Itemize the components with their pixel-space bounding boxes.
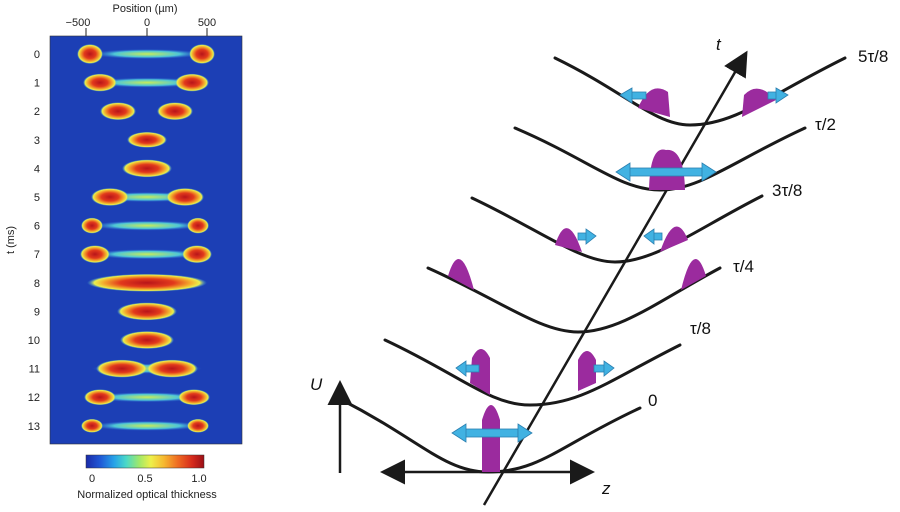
atom-cloud	[742, 88, 776, 117]
position-tick: 500	[198, 17, 216, 29]
potential-curve-tau4	[426, 266, 722, 334]
time-row-label: 2	[34, 106, 40, 118]
position-tick: 0	[144, 17, 150, 29]
time-label: 3τ/8	[772, 181, 802, 200]
colorbar	[85, 454, 205, 469]
velocity-arrow	[643, 228, 663, 245]
time-row-label: 3	[34, 135, 40, 147]
atom-cloud-image	[175, 73, 209, 92]
time-label: 5τ/8	[858, 47, 888, 66]
cloud-images	[77, 44, 215, 433]
time-row-label: 12	[28, 392, 40, 404]
potential-curve-3tau8	[470, 194, 764, 264]
atom-cloud-image	[182, 245, 212, 264]
time-row-label: 6	[34, 221, 40, 233]
time-row-label: 9	[34, 306, 40, 318]
time-row-label: 0	[34, 49, 40, 61]
time-label: 0	[648, 391, 657, 410]
absorption-image-panel: Position (µm) −500 0 500 012345678910111…	[5, 3, 243, 501]
atom-cloud-image	[117, 302, 177, 321]
time-row-label: 8	[34, 278, 40, 290]
time-label: τ/4	[733, 257, 754, 276]
atom-cloud-image	[81, 418, 103, 433]
atom-cloud-image	[187, 217, 209, 234]
u-axis-label: U	[310, 375, 323, 394]
faint-atom-band	[92, 220, 202, 231]
atom-cloud-image	[91, 188, 129, 206]
potential-curve-tau8	[383, 338, 682, 407]
position-tick: −500	[66, 17, 91, 29]
image-frame	[49, 35, 243, 445]
time-row-label: 11	[29, 364, 40, 376]
velocity-arrow	[767, 87, 789, 104]
faint-atom-band	[92, 392, 202, 403]
atom-cloud-image	[87, 273, 207, 292]
atom-cloud	[578, 351, 596, 391]
velocity-arrow	[619, 87, 647, 104]
time-row-label: 4	[34, 163, 40, 175]
faint-atom-band	[92, 77, 202, 88]
time-row-label: 13	[28, 421, 40, 433]
atom-cloud	[660, 226, 688, 252]
atom-cloud-image	[189, 44, 215, 64]
atom-cloud-image	[83, 73, 117, 92]
faint-atom-band	[92, 49, 202, 59]
atom-cloud-image	[157, 102, 193, 121]
time-row-label: 7	[34, 249, 40, 261]
atom-cloud	[482, 405, 500, 472]
atom-cloud-image	[81, 217, 103, 234]
oscillation-schematic: U z t 0 τ/8 τ/4 3τ/8 τ/2 5τ/8	[310, 35, 888, 506]
atom-cloud-image	[146, 359, 198, 378]
potential-curve-5tau8	[553, 56, 847, 127]
atom-cloud-image	[127, 131, 167, 148]
t-axis-label: t	[716, 35, 722, 54]
atom-cloud-image	[166, 188, 204, 206]
time-row-label: 1	[34, 78, 40, 90]
time-axis-title: t (ms)	[5, 226, 17, 254]
time-label: τ/2	[815, 115, 836, 134]
time-row-label: 5	[34, 192, 40, 204]
atom-cloud-image	[122, 159, 172, 178]
atom-cloud-image	[77, 44, 103, 64]
atom-cloud-image	[84, 389, 116, 406]
velocity-arrow	[615, 162, 717, 182]
atom-cloud	[470, 349, 490, 395]
atom-cloud-image	[80, 245, 110, 264]
velocity-arrow	[455, 360, 480, 377]
atom-cloud-image	[100, 102, 136, 121]
atom-cloud	[448, 258, 474, 290]
faint-atom-band	[92, 249, 202, 260]
velocity-arrow	[577, 228, 597, 245]
velocity-arrow	[451, 423, 533, 443]
position-axis-title: Position (µm)	[112, 3, 177, 15]
z-axis-label: z	[601, 479, 611, 498]
atom-cloud-image	[96, 359, 148, 378]
colorbar-label: Normalized optical thickness	[77, 489, 217, 501]
atom-cloud	[555, 228, 582, 252]
faint-atom-band	[92, 420, 202, 431]
time-row-label: 10	[28, 335, 40, 347]
atom-cloud-image	[187, 418, 209, 433]
colorbar-tick: 0.5	[137, 473, 152, 485]
atom-cloud-image	[178, 389, 210, 406]
time-label: τ/8	[690, 319, 711, 338]
colorbar-tick: 0	[89, 473, 95, 485]
colorbar-tick: 1.0	[191, 473, 206, 485]
atom-cloud-image	[120, 331, 174, 349]
velocity-arrow	[593, 360, 615, 377]
atom-cloud	[681, 258, 706, 290]
